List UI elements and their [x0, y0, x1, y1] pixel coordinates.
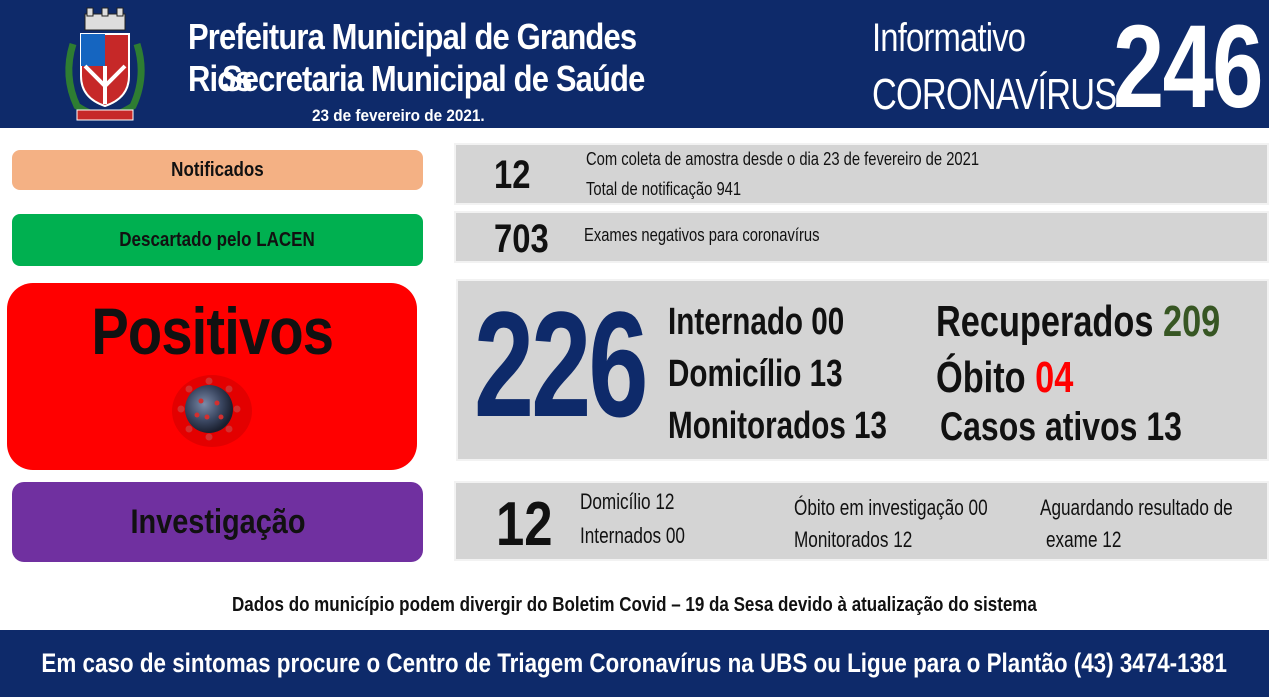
recuperados-label: Recuperados: [936, 297, 1154, 346]
obito-row: Óbito 04: [936, 353, 1073, 403]
descartado-value: 703: [494, 217, 549, 261]
header-org-line1: Prefeitura Municipal de Grandes Rios: [188, 16, 637, 99]
investigacao-value: 12: [496, 490, 553, 559]
notificados-label-pill: Notificados: [12, 150, 423, 190]
recuperados-value: 209: [1162, 297, 1221, 346]
positivos-label-pill: Positivos: [7, 283, 417, 470]
notificados-detail2: Total de notificação 941: [586, 179, 742, 199]
descartado-panel: 703 Exames negativos para coronavírus: [454, 211, 1269, 263]
bulletin-number: 246: [1113, 1, 1263, 133]
investigacao-monitorados: Monitorados 12: [794, 527, 913, 552]
investigacao-aguardando-line1: Aguardando resultado de: [1040, 495, 1233, 520]
investigacao-obito: Óbito em investigação 00: [794, 495, 988, 520]
descartado-label-pill: Descartado pelo LACEN: [12, 214, 423, 266]
notificados-panel: 12 Com coleta de amostra desde o dia 23 …: [454, 143, 1269, 205]
casos-ativos-count: Casos ativos 13: [940, 405, 1182, 449]
investigacao-domicilio: Domicílio 12: [580, 489, 675, 514]
header-info-line2: CORONAVÍRUS: [872, 70, 1117, 119]
recuperados-row: Recuperados 209: [936, 297, 1220, 347]
notificados-value: 12: [494, 153, 531, 197]
descartado-detail: Exames negativos para coronavírus: [584, 225, 820, 245]
investigacao-panel: 12 Domicílio 12 Internados 00 Óbito em i…: [454, 481, 1269, 561]
descartado-label: Descartado pelo LACEN: [119, 228, 316, 251]
internado-count: Internado 00: [668, 301, 845, 343]
header-info-line1: Informativo: [872, 16, 1026, 60]
disclaimer-text: Dados do município podem divergir do Bol…: [232, 594, 1037, 616]
footer-banner: Em caso de sintomas procure o Centro de …: [0, 630, 1269, 697]
investigacao-label: Investigação: [129, 502, 306, 541]
positivos-value: 226: [474, 280, 648, 448]
coat-of-arms-icon: [65, 7, 145, 121]
investigacao-internados: Internados 00: [580, 523, 685, 548]
domicilio-count: Domicílio 13: [668, 353, 843, 395]
positivos-panel: 226 Internado 00 Domicílio 13 Monitorado…: [456, 279, 1269, 461]
coronavirus-icon: [172, 375, 252, 447]
investigacao-label-pill: Investigação: [12, 482, 423, 562]
obito-label: Óbito: [936, 353, 1026, 402]
header-date: 23 de fevereiro de 2021.: [312, 106, 485, 125]
monitorados-count: Monitorados 13: [668, 405, 888, 447]
positivos-label: Positivos: [91, 294, 334, 368]
header-org-line2: Secretaria Municipal de Saúde: [222, 58, 645, 99]
disclaimer-note: Dados do município podem divergir do Bol…: [0, 594, 1269, 617]
notificados-label: Notificados: [171, 158, 264, 181]
obito-value: 04: [1035, 353, 1074, 402]
investigacao-aguardando-line2: exame 12: [1046, 527, 1122, 552]
header-banner: Prefeitura Municipal de Grandes Rios Sec…: [0, 0, 1269, 131]
footer-text: Em caso de sintomas procure o Centro de …: [41, 648, 1228, 678]
notificados-detail1: Com coleta de amostra desde o dia 23 de …: [586, 149, 980, 169]
